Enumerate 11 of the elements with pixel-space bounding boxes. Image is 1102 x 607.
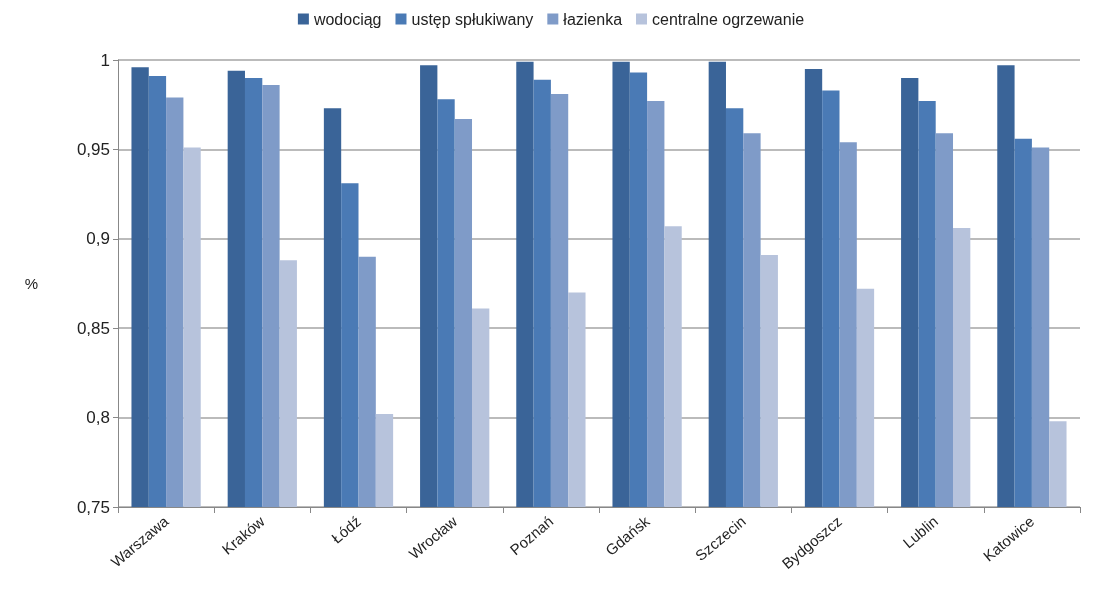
y-tick-label: 0,95 — [76, 139, 110, 159]
legend-label: centralne ogrzewanie — [652, 10, 805, 28]
y-axis-title: % — [24, 275, 38, 292]
y-tick-label: 0,8 — [86, 408, 110, 428]
y-tick-label: 1 — [100, 50, 110, 70]
legend-label: wodociąg — [312, 10, 382, 28]
legend-label: ustęp spłukiwany — [411, 10, 534, 28]
y-tick-label: 0,85 — [76, 318, 110, 338]
y-tick-label: 0,9 — [86, 229, 110, 249]
legend-label: łazienka — [563, 10, 623, 28]
y-tick-label: 0,75 — [76, 497, 110, 517]
